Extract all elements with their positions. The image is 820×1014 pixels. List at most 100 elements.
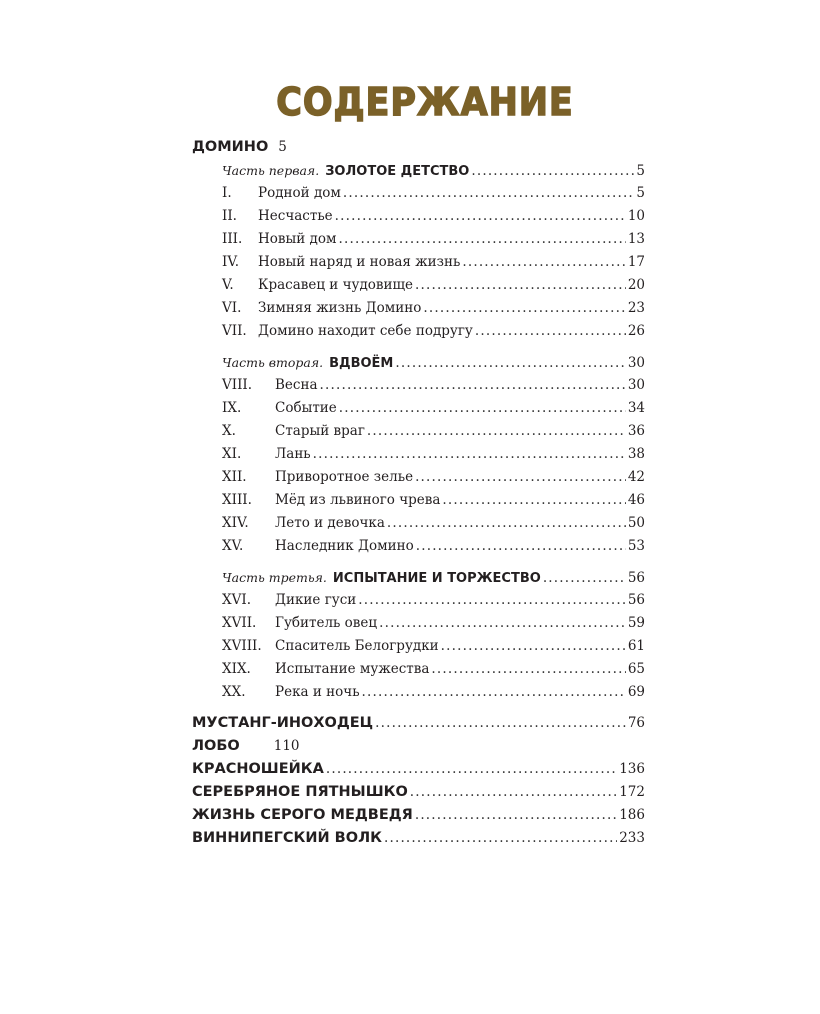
page-number: 110 bbox=[273, 738, 300, 754]
toc-entry-chapter[interactable]: III. Новый дом 13 bbox=[192, 228, 645, 251]
toc-entry-chapter[interactable]: XVII. Губитель овец 59 bbox=[192, 612, 645, 635]
chapter-number: VIII. bbox=[222, 377, 253, 393]
toc-entry-chapter[interactable]: XX. Река и ночь 69 bbox=[192, 681, 645, 704]
toc-entry-chapter[interactable]: XIX. Испытание мужества 65 bbox=[192, 658, 645, 681]
chapter-number: XVI. bbox=[222, 592, 251, 608]
toc-entry-story[interactable]: ВИННИПЕГСКИЙ ВОЛК 233 bbox=[192, 827, 645, 850]
toc-entry-story[interactable]: ЖИЗНЬ СЕРОГО МЕДВЕДЯ 186 bbox=[192, 804, 645, 827]
toc-entry-chapter[interactable]: XI. Лань 38 bbox=[192, 443, 645, 466]
toc-entry-chapter[interactable]: IX. Событие 34 bbox=[192, 397, 645, 420]
dot-leader bbox=[320, 374, 626, 397]
toc-entry-part[interactable]: Часть первая. ЗОЛОТОЕ ДЕТСТВО 5 bbox=[192, 159, 645, 182]
toc-entry-chapter[interactable]: XVI. Дикие гуси 56 bbox=[192, 589, 645, 612]
dot-leader bbox=[416, 535, 626, 558]
page-number: 30 bbox=[627, 377, 645, 393]
dot-leader bbox=[442, 489, 625, 512]
toc-entry-chapter[interactable]: XV. Наследник Домино 53 bbox=[192, 535, 645, 558]
toc-entry-chapter[interactable]: XIII. Мёд из львиного чрева 46 bbox=[192, 489, 645, 512]
toc-entry-story[interactable]: ДОМИНО 5 bbox=[192, 136, 645, 159]
part-label: Часть вторая. bbox=[222, 355, 324, 370]
dot-leader bbox=[441, 635, 626, 658]
page-number: 34 bbox=[627, 400, 645, 416]
chapter-number: II. bbox=[222, 208, 237, 224]
dot-leader bbox=[395, 352, 625, 375]
chapter-title: Новый дом bbox=[258, 231, 337, 247]
page-number: 5 bbox=[636, 185, 645, 201]
page-number: 56 bbox=[627, 570, 645, 586]
toc-entry-chapter[interactable]: X. Старый враг 36 bbox=[192, 420, 645, 443]
toc-entry-chapter[interactable]: VII. Домино находит себе подругу 26 bbox=[192, 320, 645, 343]
toc-entry-chapter[interactable]: II. Несчастье 10 bbox=[192, 205, 645, 228]
chapter-number: I. bbox=[222, 185, 232, 201]
page-number: 69 bbox=[627, 684, 645, 700]
part-title: ИСПЫТАНИЕ И ТОРЖЕСТВО bbox=[332, 571, 541, 586]
part-title: ЗОЛОТОЕ ДЕТСТВО bbox=[325, 164, 470, 179]
chapter-title: Старый враг bbox=[275, 423, 365, 439]
chapter-number: IX. bbox=[222, 400, 242, 416]
page-number: 61 bbox=[627, 638, 645, 654]
part-title: ВДВОЁМ bbox=[329, 356, 394, 371]
toc-entry-story[interactable]: ЛОБО 110 bbox=[192, 735, 645, 758]
page-title: СОДЕРЖАНИЕ bbox=[276, 79, 574, 125]
chapter-title: Зимняя жизнь Домино bbox=[258, 300, 422, 316]
dot-leader bbox=[415, 466, 626, 489]
toc-entry-chapter[interactable]: VIII. Весна 30 bbox=[192, 374, 645, 397]
toc-entry-chapter[interactable]: V. Красавец и чудовище 20 bbox=[192, 274, 645, 297]
table-of-contents: ДОМИНО 5 Часть первая. ЗОЛОТОЕ ДЕТСТВО 5 I. Ро… bbox=[192, 136, 645, 850]
chapter-title: Испытание мужества bbox=[275, 661, 430, 677]
chapter-number: XIX. bbox=[222, 661, 251, 677]
chapter-number: III. bbox=[222, 231, 243, 247]
dot-leader bbox=[335, 205, 626, 228]
toc-entry-story[interactable]: КРАСНОШЕЙКА 136 bbox=[192, 758, 645, 781]
dot-leader bbox=[475, 320, 626, 343]
part-label: Часть первая. bbox=[222, 163, 320, 178]
dot-leader bbox=[423, 297, 625, 320]
toc-entry-part[interactable]: Часть вторая. ВДВОЁМ 30 bbox=[192, 351, 645, 374]
toc-entry-part[interactable]: Часть третья. ИСПЫТАНИЕ И ТОРЖЕСТВО 56 bbox=[192, 566, 645, 589]
toc-entry-chapter[interactable]: VI. Зимняя жизнь Домино 23 bbox=[192, 297, 645, 320]
dot-leader bbox=[462, 251, 625, 274]
chapter-title: Родной дом bbox=[258, 185, 341, 201]
chapter-number: XII. bbox=[222, 469, 247, 485]
toc-entry-chapter[interactable]: I. Родной дом 5 bbox=[192, 182, 645, 205]
toc-entry-chapter[interactable]: IV. Новый наряд и новая жизнь 17 bbox=[192, 251, 645, 274]
toc-entry-chapter[interactable]: XVIII. Спаситель Белогрудки 61 bbox=[192, 635, 645, 658]
page-number: 76 bbox=[627, 715, 645, 731]
chapter-number: X. bbox=[222, 423, 236, 439]
page-number: 65 bbox=[627, 661, 645, 677]
toc-entry-story[interactable]: МУСТАНГ-ИНОХОДЕЦ 76 bbox=[192, 712, 645, 735]
toc-entry-story[interactable]: СЕРЕБРЯНОЕ ПЯТНЫШКО 172 bbox=[192, 781, 645, 804]
chapter-number: XIV. bbox=[222, 515, 249, 531]
dot-leader bbox=[415, 804, 617, 827]
page-number: 17 bbox=[627, 254, 645, 270]
toc-entry-chapter[interactable]: XIV. Лето и девочка 50 bbox=[192, 512, 645, 535]
dot-leader bbox=[338, 228, 625, 251]
chapter-title: Дикие гуси bbox=[275, 592, 357, 608]
page-number: 5 bbox=[636, 163, 645, 179]
page-number: 38 bbox=[627, 446, 645, 462]
chapter-title: Приворотное зелье bbox=[275, 469, 414, 485]
page-number: 30 bbox=[627, 355, 645, 371]
page-number: 172 bbox=[619, 784, 645, 800]
dot-leader bbox=[362, 681, 626, 704]
chapter-number: V. bbox=[222, 277, 234, 293]
chapter-number: XVII. bbox=[222, 615, 257, 631]
dot-leader bbox=[379, 612, 626, 635]
page-number: 20 bbox=[627, 277, 645, 293]
chapter-title: Лето и девочка bbox=[275, 515, 385, 531]
dot-leader bbox=[326, 758, 617, 781]
chapter-title: Губитель овец bbox=[275, 615, 378, 631]
dot-leader bbox=[339, 397, 626, 420]
toc-entry-chapter[interactable]: XII. Приворотное зелье 42 bbox=[192, 466, 645, 489]
chapter-title: Спаситель Белогрудки bbox=[275, 638, 439, 654]
chapter-title: Весна bbox=[275, 377, 318, 393]
chapter-number: IV. bbox=[222, 254, 240, 270]
chapter-number: VI. bbox=[222, 300, 242, 316]
page-number: 233 bbox=[619, 830, 645, 846]
chapter-title: Красавец и чудовище bbox=[258, 277, 414, 293]
chapter-title: Событие bbox=[275, 400, 337, 416]
page-number: 46 bbox=[627, 492, 645, 508]
page-number: 53 bbox=[627, 538, 645, 554]
chapter-title: Река и ночь bbox=[275, 684, 360, 700]
dot-leader bbox=[375, 712, 626, 735]
